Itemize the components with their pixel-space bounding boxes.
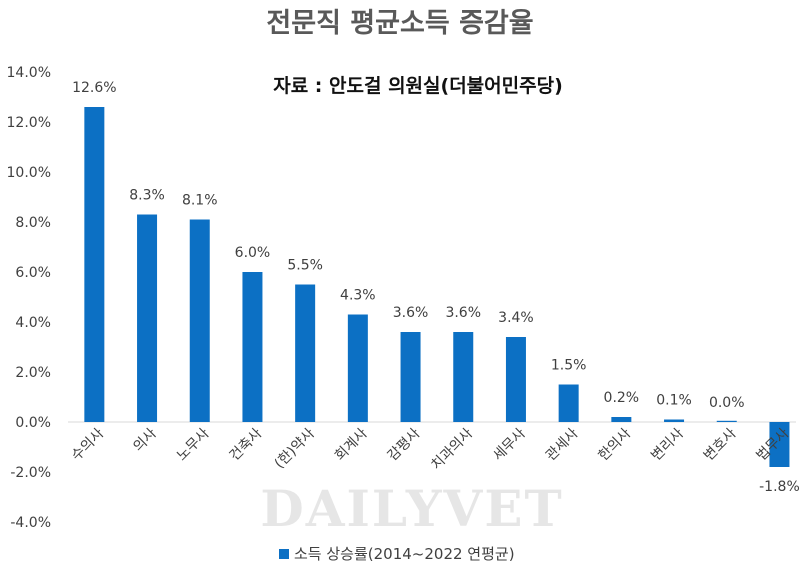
y-tick-label: -2.0% (10, 465, 51, 481)
data-label: 3.4% (498, 310, 534, 326)
data-label: 3.6% (393, 305, 429, 321)
bar (400, 332, 421, 422)
bar (664, 419, 685, 422)
category-label: 감평사 (385, 425, 424, 464)
chart-title: 전문직 평균소득 증감율 (266, 8, 533, 39)
data-label: 0.2% (604, 390, 640, 406)
category-label: 변호사 (701, 425, 740, 464)
bar (295, 284, 316, 422)
category-label: 건축사 (227, 425, 266, 464)
data-label: 8.1% (182, 193, 218, 209)
bar (242, 272, 263, 422)
category-label: 노무사 (174, 425, 213, 464)
data-label: 8.3% (129, 188, 165, 204)
bar (611, 417, 632, 422)
y-tick-label: 6.0% (15, 265, 51, 281)
legend-swatch (279, 549, 289, 559)
watermark: DAILYVET (260, 479, 563, 538)
bar (558, 384, 579, 422)
y-tick-label: 8.0% (15, 215, 51, 231)
bar (137, 214, 158, 422)
y-tick-label: 4.0% (15, 315, 51, 331)
category-label: (한)약사 (272, 425, 318, 471)
bar (505, 337, 526, 422)
legend-label: 소득 상승률(2014~2022 연평균) (294, 545, 515, 563)
bar (84, 107, 105, 422)
bars (84, 107, 790, 467)
category-label: 세무사 (490, 425, 529, 464)
bar (769, 422, 790, 467)
data-label: 4.3% (340, 288, 376, 304)
category-label: 변리사 (648, 425, 687, 464)
bar (347, 314, 368, 422)
y-tick-label: -4.0% (10, 515, 51, 531)
y-axis: -4.0% -2.0% 0.0% 2.0% 4.0% 6.0% 8.0% 10.0% 12.0%… (7, 65, 51, 531)
y-tick-label: 12.0% (7, 115, 51, 131)
data-label: 12.6% (72, 80, 116, 96)
category-label: 치과의사 (428, 425, 476, 473)
y-tick-label: 14.0% (7, 65, 51, 81)
bar (189, 219, 210, 422)
legend: 소득 상승률(2014~2022 연평균) (279, 545, 515, 563)
data-label: 3.6% (445, 305, 481, 321)
bar (453, 332, 474, 422)
chart-subtitle: 자료 : 안도걸 의원실(더불어민주당) (273, 75, 563, 97)
y-tick-label: 0.0% (15, 415, 51, 431)
data-label: 5.5% (287, 258, 323, 274)
y-tick-label: 10.0% (7, 165, 51, 181)
y-tick-label: 2.0% (15, 365, 51, 381)
category-label: 한의사 (596, 425, 635, 464)
category-label: 의사 (130, 425, 160, 455)
bar (716, 420, 737, 422)
category-label: 회계사 (332, 425, 371, 464)
category-labels: 수의사 의사 노무사 건축사 (한)약사 회계사 감평사 치과의사 세무사 관세사 한의사 변리사 변호… (69, 425, 793, 473)
category-label: 관세사 (543, 425, 582, 464)
data-label: 6.0% (235, 245, 271, 261)
data-label: 1.5% (551, 358, 587, 374)
data-label: 0.0% (709, 395, 745, 411)
data-labels: 12.6% 8.3% 8.1% 6.0% 5.5% 4.3% 3.6% 3.6% 3.4% 1.5… (72, 80, 800, 495)
category-label: 수의사 (69, 425, 108, 464)
data-label: -1.8% (759, 479, 800, 495)
data-label: 0.1% (656, 393, 692, 409)
